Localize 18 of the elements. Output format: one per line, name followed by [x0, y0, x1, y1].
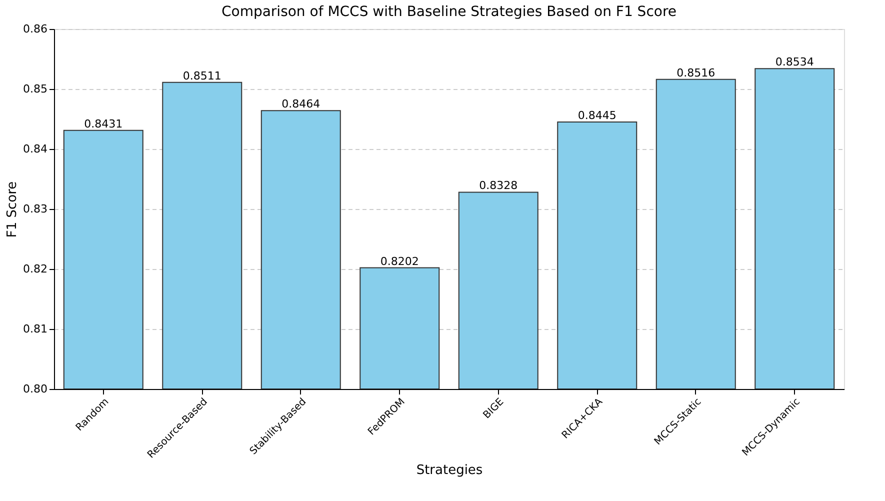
y-tick-label: 0.82: [23, 262, 48, 276]
y-tick-label: 0.83: [23, 202, 48, 216]
y-tick-label: 0.80: [23, 382, 48, 396]
y-tick-label: 0.84: [23, 142, 48, 156]
y-tick-label: 0.81: [23, 322, 48, 336]
data-label: 0.8464: [282, 98, 320, 111]
data-label: 0.8511: [182, 69, 222, 82]
data-label: 0.8431: [84, 117, 123, 130]
chart-title: Comparison of MCCS with Baseline Strategies Based on F1 Score: [221, 4, 677, 20]
y-tick-label: 0.85: [23, 82, 48, 96]
y-tick-label: 0.86: [23, 22, 48, 36]
data-label: 0.8328: [479, 179, 518, 192]
data-label: 0.8445: [578, 109, 616, 122]
data-label: 0.8534: [775, 56, 814, 69]
data-label: 0.8202: [380, 254, 419, 268]
x-axis-title: Strategies: [416, 463, 483, 478]
data-label: 0.8516: [676, 66, 716, 80]
y-axis-title: F1 Score: [5, 181, 20, 238]
